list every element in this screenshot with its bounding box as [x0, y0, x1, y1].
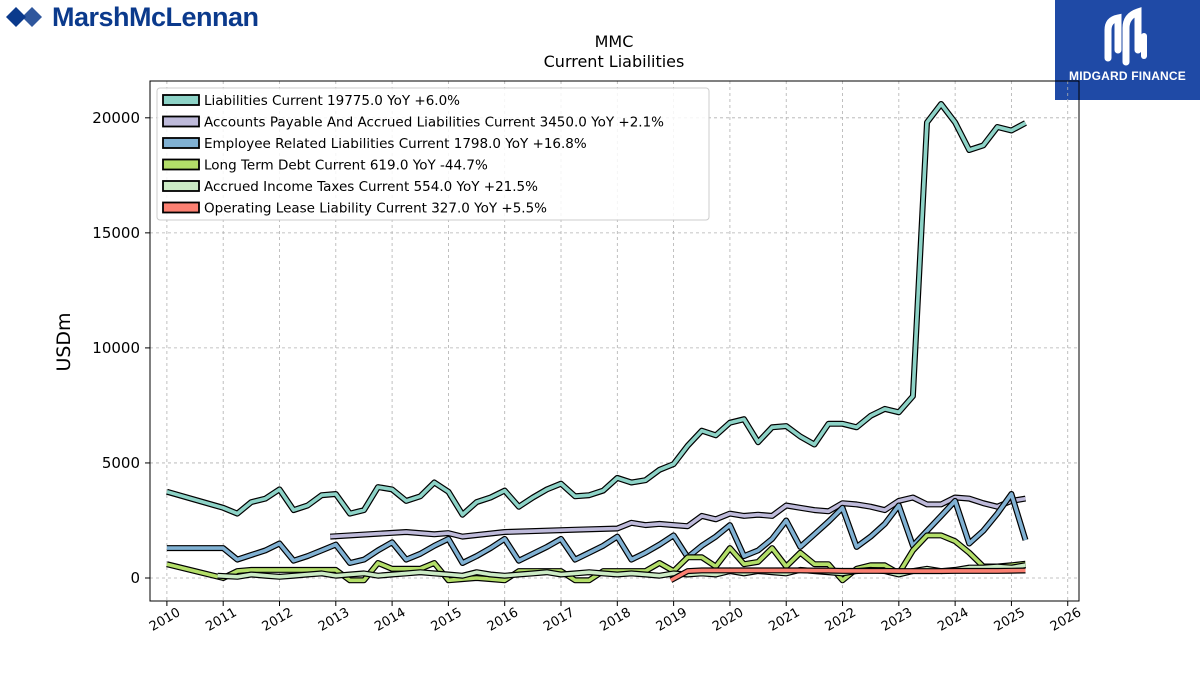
midgard-logo-icon: [1104, 7, 1147, 66]
company-logo: MarshMcLennan: [4, 2, 259, 32]
x-tick-label: 2022: [823, 605, 859, 635]
x-tick-label: 2025: [992, 605, 1028, 635]
legend-swatch: [162, 137, 200, 149]
plot-frame: [149, 80, 1080, 602]
y-tick-label: 0: [130, 569, 140, 587]
x-tick-label: 2020: [710, 605, 746, 635]
series-accounts-payable-and-accrued-liabilities-current: [330, 494, 1026, 540]
badge-label: MIDGARD FINANCE: [1069, 69, 1186, 83]
legend-item: Accrued Income Taxes Current 554.0 YoY +…: [162, 179, 538, 195]
legend-swatch: [162, 180, 200, 192]
legend-swatch: [162, 158, 200, 171]
x-tick-label: 2015: [429, 605, 465, 635]
legend-swatch: [162, 115, 200, 128]
legend-label: Operating Lease Liability Current 327.0 …: [204, 201, 547, 217]
series-employee-related-liabilities-current: [166, 491, 1029, 566]
legend-item: Operating Lease Liability Current 327.0 …: [162, 201, 547, 217]
brand-badge: MIDGARD FINANCE: [1055, 0, 1200, 100]
y-tick-label: 5000: [102, 454, 140, 472]
series-liabilities-current: [166, 101, 1027, 518]
legend-swatch: [162, 201, 200, 214]
legend-swatch: [162, 94, 200, 106]
x-tick-label: 2016: [485, 605, 521, 635]
legend-label: Accounts Payable And Accrued Liabilities…: [204, 115, 664, 131]
legend-item: Long Term Debt Current 619.0 YoY -44.7%: [162, 158, 488, 174]
x-tick-label: 2014: [372, 605, 408, 635]
legend-label: Long Term Debt Current 619.0 YoY -44.7%: [204, 158, 488, 174]
legend-box: [156, 87, 710, 221]
x-tick-label: 2013: [316, 605, 352, 635]
legend-item: Accounts Payable And Accrued Liabilities…: [162, 115, 664, 131]
x-tick-label: 2017: [541, 605, 577, 635]
chart-title: MMC: [594, 32, 634, 51]
x-tick-label: 2026: [1048, 605, 1084, 635]
legend-label: Employee Related Liabilities Current 179…: [204, 136, 587, 152]
legend-item: Liabilities Current 19775.0 YoY +6.0%: [162, 93, 460, 109]
company-logo-icon: [6, 7, 42, 27]
x-tick-label: 2011: [203, 605, 239, 635]
series-line: [669, 568, 1026, 582]
legend: Liabilities Current 19775.0 YoY +6.0% Acc…: [156, 87, 710, 221]
company-name: MarshMcLennan: [52, 1, 259, 32]
legend-label: Liabilities Current 19775.0 YoY +6.0%: [204, 93, 460, 109]
x-tick-label: 2021: [766, 605, 802, 635]
y-axis-label: USDm: [53, 312, 75, 371]
series-operating-lease-liability-current: [669, 567, 1026, 583]
y-tick-label: 10000: [92, 339, 140, 357]
series-line: [166, 102, 1027, 517]
series-lines: [166, 101, 1029, 584]
x-tick-label: 2012: [260, 605, 296, 635]
x-tick-label: 2023: [879, 605, 915, 635]
x-tick-label: 2019: [654, 605, 690, 635]
x-tick-label: 2018: [597, 605, 633, 635]
chart-subtitle: Current Liabilities: [543, 52, 685, 71]
x-tick-label: 2010: [147, 605, 183, 635]
series-line: [166, 492, 1028, 565]
y-tick-label: 15000: [92, 224, 140, 242]
y-tick-label: 20000: [92, 109, 140, 127]
legend-item: Employee Related Liabilities Current 179…: [162, 136, 587, 152]
x-tick-label: 2024: [935, 605, 971, 635]
legend-label: Accrued Income Taxes Current 554.0 YoY +…: [204, 179, 538, 195]
series-line: [330, 495, 1026, 539]
